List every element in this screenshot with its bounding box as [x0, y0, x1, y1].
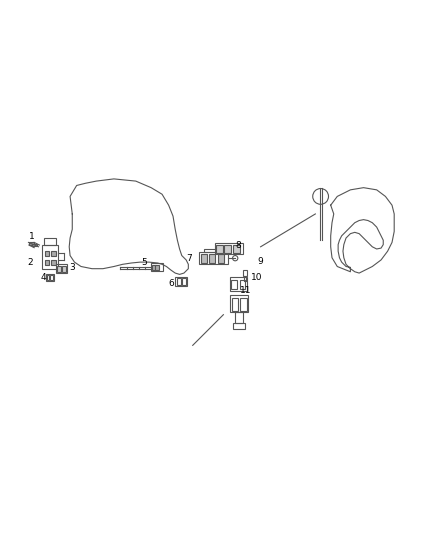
Bar	[57, 265, 61, 272]
Bar	[204, 248, 221, 252]
Bar	[243, 270, 247, 276]
Bar	[42, 245, 58, 269]
Bar	[240, 280, 245, 289]
Bar	[240, 297, 247, 311]
Bar	[224, 245, 231, 253]
Bar	[201, 254, 207, 263]
Bar	[233, 245, 240, 253]
Text: 4: 4	[40, 273, 46, 282]
Bar	[216, 245, 223, 253]
Bar	[177, 278, 181, 285]
Bar	[51, 260, 56, 265]
Bar	[175, 277, 187, 286]
Bar	[235, 312, 243, 324]
Bar	[50, 275, 53, 280]
Bar	[44, 238, 56, 245]
Bar	[46, 274, 54, 280]
Bar	[45, 251, 49, 256]
Text: 1: 1	[28, 232, 35, 241]
Bar	[56, 264, 67, 273]
Bar	[32, 244, 37, 246]
Text: 3: 3	[69, 263, 75, 272]
Bar	[151, 263, 163, 271]
Bar	[182, 278, 186, 285]
Text: 10: 10	[251, 272, 262, 281]
Bar	[51, 251, 56, 256]
Bar	[230, 295, 248, 312]
Bar	[233, 324, 245, 329]
Text: 7: 7	[186, 254, 192, 263]
Text: 9: 9	[258, 257, 264, 266]
Bar	[209, 254, 215, 263]
Bar	[218, 254, 224, 263]
Bar	[62, 265, 66, 272]
Bar	[215, 243, 243, 254]
Bar	[29, 243, 34, 245]
Bar	[230, 278, 247, 290]
Bar	[155, 265, 159, 270]
Text: 11: 11	[240, 286, 251, 295]
Text: 6: 6	[169, 279, 175, 288]
Bar	[232, 297, 238, 311]
Bar	[45, 260, 49, 265]
Bar	[152, 265, 156, 270]
Text: 8: 8	[236, 241, 242, 250]
Text: 5: 5	[141, 257, 148, 266]
Text: 2: 2	[27, 257, 32, 266]
Bar	[231, 280, 237, 289]
Bar	[47, 275, 49, 280]
Bar	[199, 252, 228, 264]
